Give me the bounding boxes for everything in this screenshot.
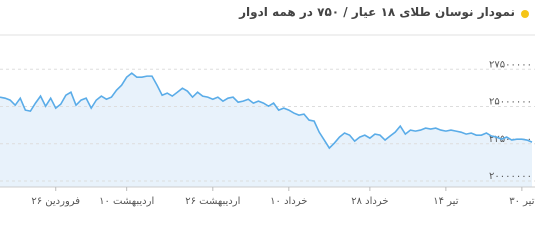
page: نمودار نوسان طلای ۱۸ عیار / ۷۵۰ در همه ا…: [0, 5, 535, 207]
x-tick-label: ۱۰ خرداد: [270, 196, 307, 207]
y-tick-label: ۲۵۰۰۰۰۰۰: [489, 97, 532, 108]
line: [0, 72, 533, 150]
x-tick-label: ۳۰ تیر: [509, 196, 534, 207]
chart-title: نمودار نوسان طلای ۱۸ عیار / ۷۵۰ در همه ا…: [239, 5, 515, 19]
y-tick-label: ۲۷۵۰۰۰۰۰: [489, 59, 532, 70]
x-tick-label: ۲۸ خرداد: [351, 196, 388, 207]
title-dot: [521, 10, 529, 18]
area: [0, 73, 532, 187]
y-tick-label: ۲۰۰۰۰۰۰۰: [489, 171, 532, 182]
x-tick-label: ۲۶ اردیبهشت: [185, 196, 240, 207]
x-tick-label: ۲۶ فروردین: [31, 196, 80, 207]
x-tick-label: ۱۴ تیر: [433, 196, 458, 207]
x-tick-label: ۱۰ اردیبهشت: [99, 196, 154, 207]
